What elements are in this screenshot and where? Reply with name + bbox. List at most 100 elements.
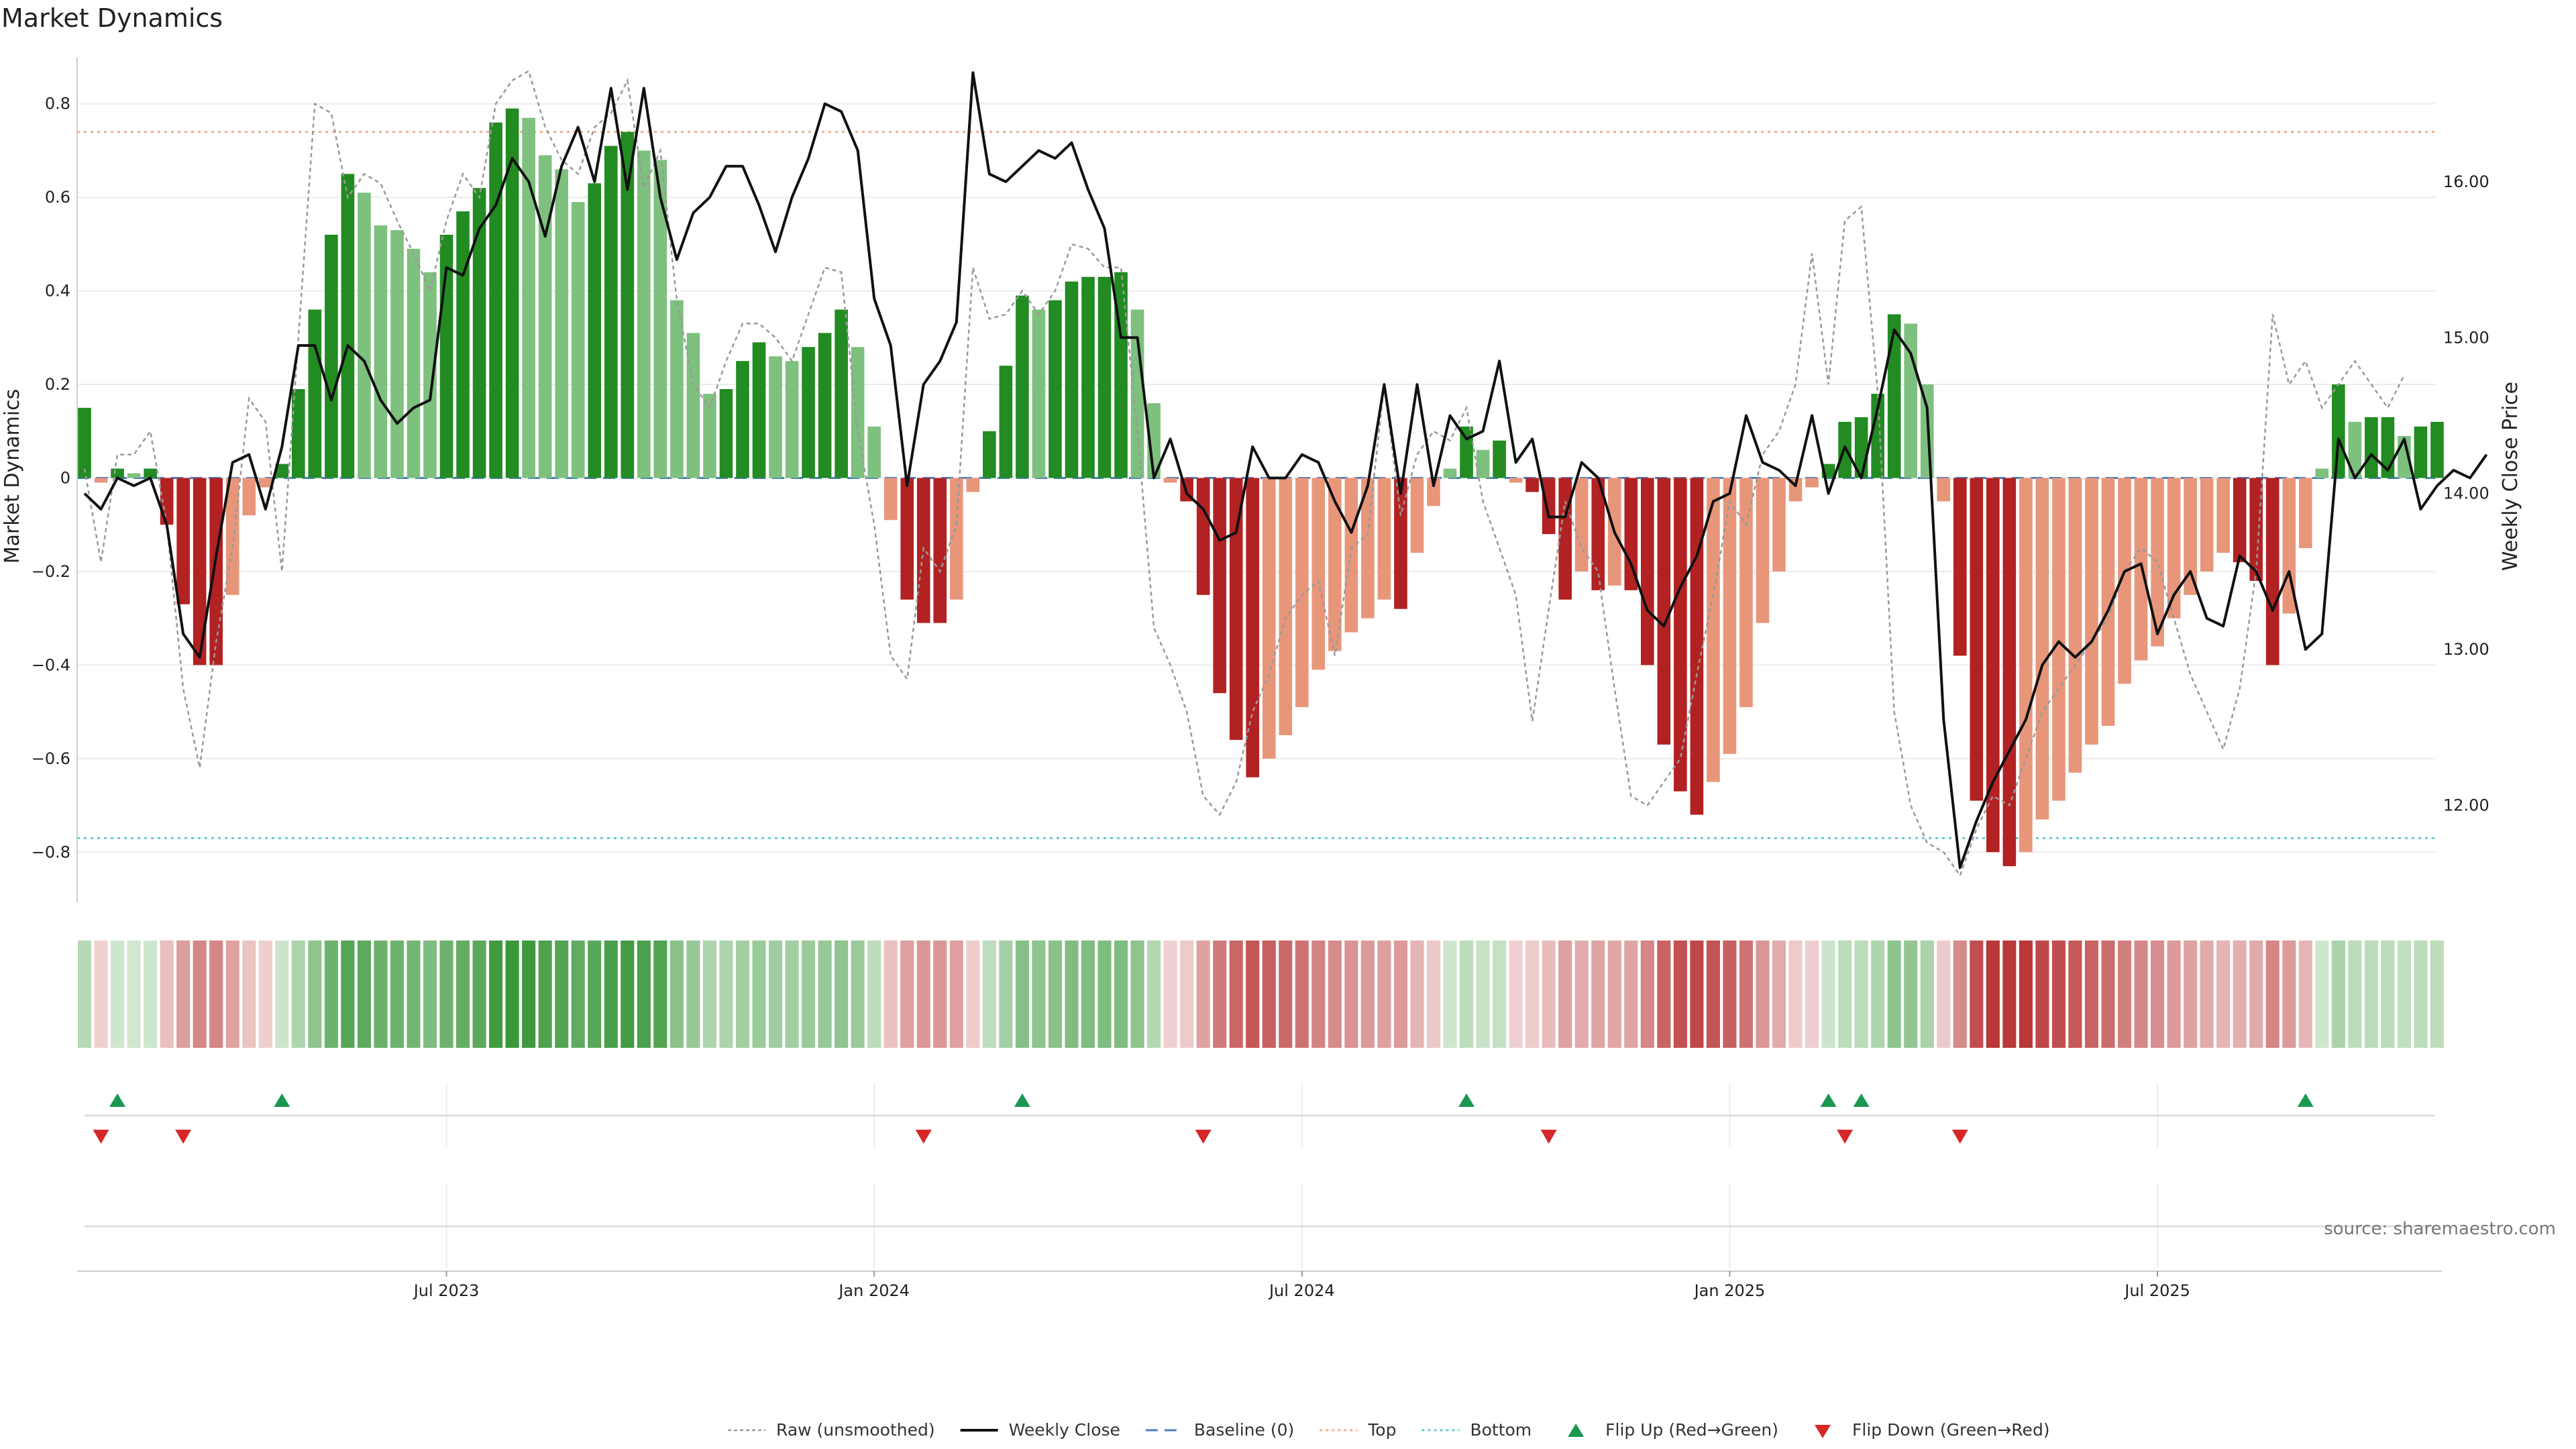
dynamics-bar (621, 131, 635, 478)
dynamics-bar (802, 347, 815, 478)
heat-cell (1081, 941, 1095, 1048)
dynamics-bar (1081, 276, 1095, 478)
heat-cell (1426, 941, 1441, 1048)
heat-cell (2216, 941, 2231, 1048)
dynamics-bar (1065, 281, 1079, 478)
dynamics-bar (1394, 478, 1407, 609)
heat-cell (1262, 941, 1276, 1048)
dynamics-bar (1525, 478, 1539, 492)
heat-cell (522, 941, 536, 1048)
dynamics-bar (2068, 478, 2082, 773)
heat-cell (752, 941, 766, 1048)
dynamics-bar (374, 225, 388, 478)
legend-swatch-flip-down (1815, 1425, 1831, 1438)
heat-cell (357, 941, 371, 1048)
heat-cell (1591, 941, 1605, 1048)
heat-cell (1838, 941, 1852, 1048)
dynamics-bar (1986, 478, 2000, 853)
heat-cell (2265, 941, 2279, 1048)
dynamics-bar (1509, 478, 1523, 483)
heat-cell (1953, 941, 1967, 1048)
flip-up-marker (274, 1093, 290, 1107)
dynamics-bar (637, 150, 651, 478)
heat-cell (1360, 941, 1375, 1048)
dynamics-bar (1032, 309, 1046, 478)
heat-cell (1673, 941, 1687, 1048)
heat-cell (2315, 941, 2329, 1048)
heat-cell (1607, 941, 1621, 1048)
flip-down-marker (915, 1130, 932, 1144)
dynamics-bar (1049, 300, 1062, 478)
dynamics-bar (1196, 478, 1210, 595)
dynamics-bar (242, 478, 256, 516)
dynamics-bar (736, 361, 749, 478)
heat-cell (176, 941, 191, 1048)
dynamics-bar (1723, 478, 1737, 754)
heat-cell (1558, 941, 1572, 1048)
heat-cell (637, 941, 651, 1048)
dynamics-bar (1311, 478, 1326, 670)
heat-cell (1048, 941, 1062, 1048)
dynamics-bar (769, 356, 782, 478)
dynamics-bar (2167, 478, 2181, 619)
dynamics-bar (308, 309, 322, 478)
heat-cell (2348, 941, 2362, 1048)
legend-label: Weekly Close (1009, 1420, 1120, 1440)
dynamics-bar (883, 478, 898, 521)
heat-cell (1476, 941, 1490, 1048)
heat-cell (555, 941, 569, 1048)
dynamics-bar (390, 229, 404, 478)
dynamics-bar (588, 183, 602, 478)
dynamics-bar (1443, 468, 1457, 478)
heat-cell (94, 941, 108, 1048)
legend-label: Bottom (1470, 1420, 1532, 1440)
dynamics-bar (2184, 478, 2197, 595)
dynamics-bar (1279, 478, 1293, 735)
heat-cell (2200, 941, 2214, 1048)
heat-cell (2184, 941, 2198, 1048)
dynamics-bar (703, 394, 716, 478)
heat-cell (2298, 941, 2312, 1048)
dynamics-bar (1460, 426, 1473, 478)
dynamics-bar (686, 333, 700, 478)
dynamics-bar (1229, 478, 1243, 740)
heat-cell (933, 941, 947, 1048)
heat-cell (1393, 941, 1408, 1048)
dynamics-bar (835, 309, 848, 478)
dynamics-bar (2052, 478, 2065, 801)
dynamics-bar (983, 431, 996, 478)
dynamics-bar (407, 248, 421, 478)
raw-unsmoothed-line (83, 70, 2406, 877)
y-tick-label: −0.2 (32, 562, 70, 581)
heat-cell (916, 941, 930, 1048)
dynamics-bar (2200, 478, 2214, 572)
heat-cell (1706, 941, 1720, 1048)
legend-swatch-flip-up (1568, 1424, 1585, 1437)
heat-cell (2414, 941, 2428, 1048)
heat-cell (949, 941, 963, 1048)
dynamics-bar (2365, 417, 2378, 478)
dynamics-bar (2085, 478, 2098, 745)
heat-cell (835, 941, 849, 1048)
heat-cell (1443, 941, 1457, 1048)
heat-cell (1525, 941, 1540, 1048)
dynamics-bar (1739, 478, 1753, 708)
dynamics-bar (2414, 426, 2428, 478)
heat-cell (1163, 941, 1177, 1048)
heat-cell (1311, 941, 1326, 1048)
heat-cell (719, 941, 733, 1048)
heat-cell (2282, 941, 2296, 1048)
heat-cell (193, 941, 207, 1048)
y-tick-label: 0.4 (45, 282, 70, 301)
dynamics-bar (111, 468, 124, 478)
bar-series (78, 108, 2444, 867)
heat-cell (966, 941, 980, 1048)
dynamics-bar (2298, 478, 2312, 549)
dynamics-bar (653, 160, 667, 478)
dynamics-bar (1213, 478, 1226, 694)
dynamics-bar (258, 478, 272, 488)
dynamics-bar (1970, 478, 1984, 801)
heat-cell (2364, 941, 2378, 1048)
dynamics-bar (2430, 421, 2444, 478)
heat-cell (1904, 941, 1918, 1048)
